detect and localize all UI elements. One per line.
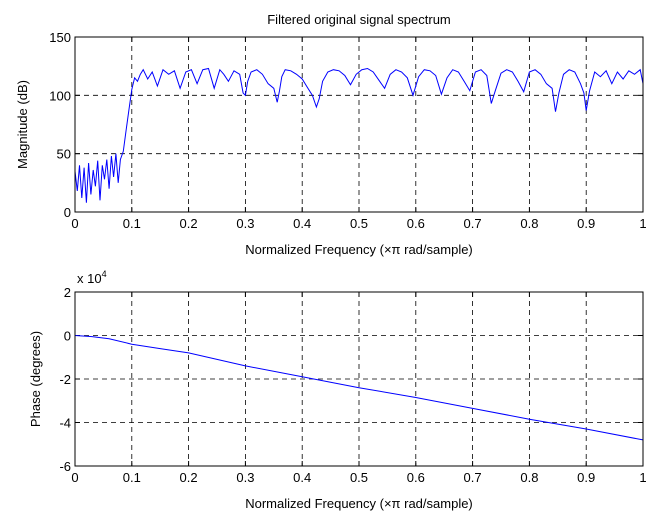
magnitude-xtick-label-5: 0.5: [350, 216, 368, 231]
phase-xtick-label-10: 1: [639, 470, 646, 485]
phase-xtick-label-6: 0.6: [407, 470, 425, 485]
magnitude-ytick-label-1: 50: [57, 147, 71, 162]
phase-ytick-label-4: 2: [64, 285, 71, 300]
magnitude-plot-title: Filtered original signal spectrum: [267, 12, 451, 27]
magnitude-xtick-label-3: 0.3: [236, 216, 254, 231]
phase-xtick-label-1: 0.1: [123, 470, 141, 485]
magnitude-ytick-label-3: 150: [49, 30, 71, 45]
phase-scale-label: x 104: [77, 269, 107, 286]
phase-xtick-label-8: 0.8: [520, 470, 538, 485]
magnitude-xtick-label-0: 0: [71, 216, 78, 231]
phase-xtick-label-4: 0.4: [293, 470, 311, 485]
magnitude-xtick-label-1: 0.1: [123, 216, 141, 231]
phase-xtick-label-9: 0.9: [577, 470, 595, 485]
magnitude-xtick-label-7: 0.7: [464, 216, 482, 231]
phase-scale-exponent: 4: [102, 269, 107, 279]
magnitude-ytick-label-2: 100: [49, 88, 71, 103]
phase-xtick-label-0: 0: [71, 470, 78, 485]
magnitude-xtick-label-2: 0.2: [180, 216, 198, 231]
magnitude-plot: Filtered original signal spectrum 0 0.1 0.…: [15, 12, 647, 257]
phase-plot: x 104 0 0.1 0.2 0.3 0.4 0.5 0.6 0.7 0.8 0.9 1 -6 -4 -…: [28, 269, 647, 511]
phase-line: [74, 335, 644, 441]
phase-xtick-label-5: 0.5: [350, 470, 368, 485]
phase-xtick-label-7: 0.7: [464, 470, 482, 485]
magnitude-xtick-label-8: 0.8: [520, 216, 538, 231]
phase-xlabel: Normalized Frequency (×π rad/sample): [245, 496, 473, 511]
magnitude-line: [74, 67, 644, 203]
phase-ytick-label-0: -6: [59, 459, 71, 474]
phase-xtick-label-2: 0.2: [180, 470, 198, 485]
phase-ylabel: Phase (degrees): [28, 331, 43, 427]
phase-ytick-label-1: -4: [59, 416, 71, 431]
magnitude-ylabel: Magnitude (dB): [15, 80, 30, 169]
phase-xtick-label-3: 0.3: [236, 470, 254, 485]
magnitude-xlabel: Normalized Frequency (×π rad/sample): [245, 242, 473, 257]
phase-ytick-label-2: -2: [59, 372, 71, 387]
magnitude-plot-border: [74, 36, 644, 213]
magnitude-xtick-label-6: 0.6: [407, 216, 425, 231]
magnitude-ytick-label-0: 0: [64, 205, 71, 220]
phase-ytick-label-3: 0: [64, 329, 71, 344]
magnitude-xtick-label-10: 1: [639, 216, 646, 231]
phase-plot-border: [74, 291, 644, 467]
magnitude-xtick-label-4: 0.4: [293, 216, 311, 231]
magnitude-xtick-label-9: 0.9: [577, 216, 595, 231]
